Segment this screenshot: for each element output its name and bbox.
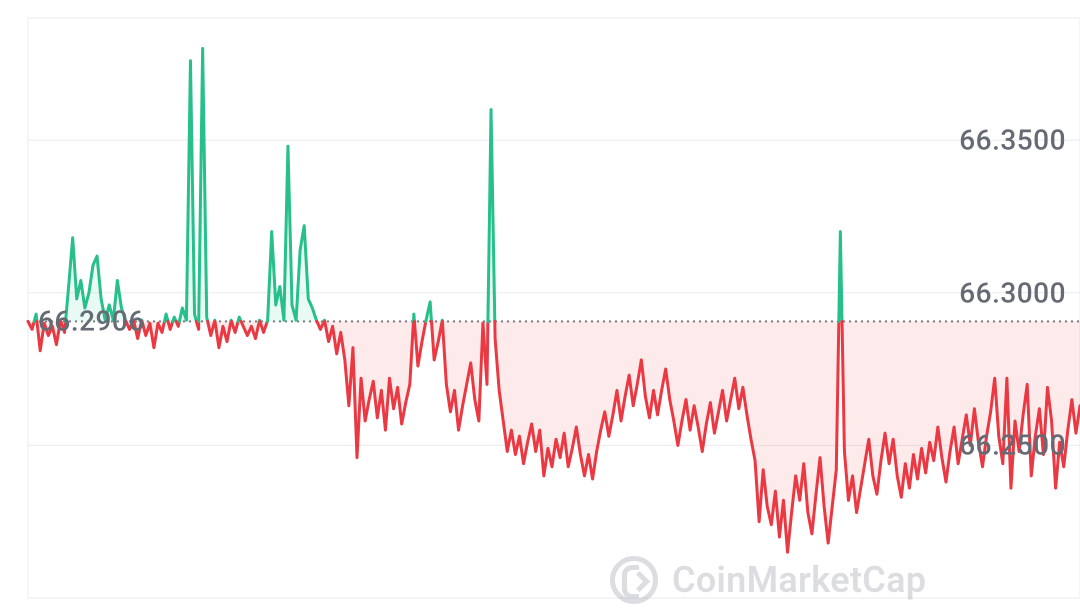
chart-svg bbox=[0, 0, 1080, 615]
y-axis-tick-label: 66.2500 bbox=[959, 429, 1066, 462]
y-axis-tick-label: 66.3500 bbox=[959, 124, 1066, 157]
price-chart[interactable]: 66.2906 66.2500 66.3000 66.3500 CoinMarket… bbox=[0, 0, 1080, 615]
watermark-text: CoinMarketCap bbox=[672, 559, 926, 601]
y-axis-tick-label: 66.3000 bbox=[959, 276, 1066, 309]
watermark: CoinMarketCap bbox=[610, 556, 926, 604]
baseline-value-label: 66.2906 bbox=[38, 305, 145, 338]
coinmarketcap-logo-icon bbox=[610, 556, 658, 604]
